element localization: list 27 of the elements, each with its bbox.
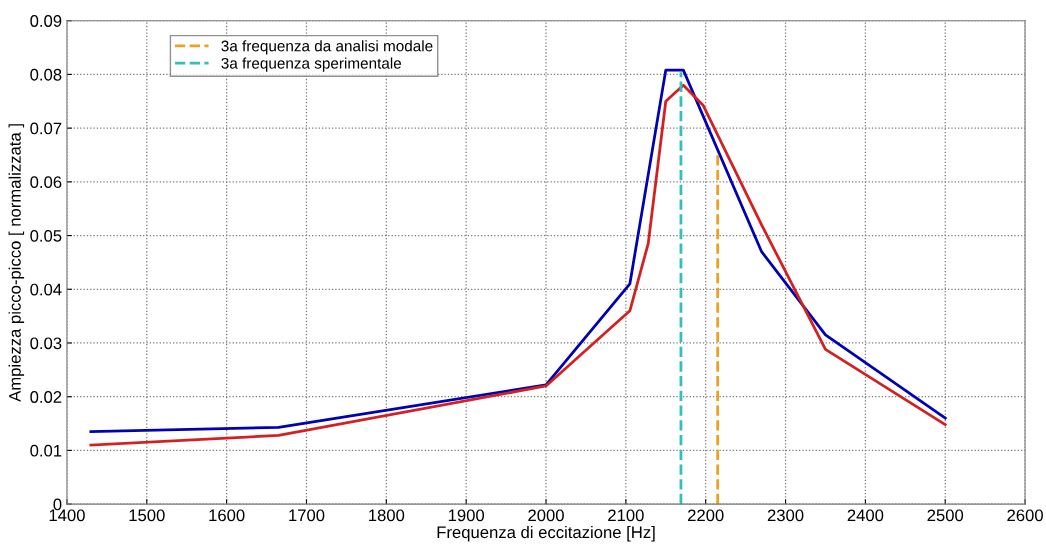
legend-label: 3a frequenza da analisi modale (221, 40, 433, 55)
x-tick-label: 1800 (369, 509, 405, 522)
y-tick-label: 0.06 (30, 176, 62, 189)
y-tick-label: 0.07 (30, 122, 62, 135)
x-tick-label: 1400 (49, 509, 85, 522)
y-tick-label: 0 (53, 498, 62, 511)
legend-label: 3a frequenza sperimentale (221, 57, 402, 72)
x-tick-label: 2400 (847, 509, 884, 522)
x-tick-label: 1500 (129, 509, 165, 522)
y-tick-label: 0.05 (30, 229, 62, 242)
x-tick-label: 2600 (1007, 509, 1043, 522)
y-tick-label: 0.04 (30, 283, 62, 296)
y-tick-label: 0.09 (30, 15, 62, 27)
x-axis-title: Frequenza di eccitazione [Hz] (437, 525, 655, 542)
x-tick-label: 1700 (289, 509, 325, 522)
y-tick-label: 0.08 (30, 68, 62, 81)
y-tick-label: 0.02 (30, 391, 62, 403)
y-tick-label: 0.01 (30, 444, 62, 457)
x-tick-label: 2000 (528, 509, 564, 522)
x-tick-label: 1600 (209, 509, 245, 522)
x-tick-label: 1900 (448, 509, 485, 522)
x-tick-label: 2300 (767, 509, 804, 522)
x-tick-label: 2500 (927, 509, 964, 522)
y-axis-title: Ampiezza picco-picco [ normalizzata ] (8, 124, 25, 402)
y-tick-label: 0.03 (30, 337, 62, 350)
x-tick-label: 2200 (688, 509, 724, 522)
x-tick-label: 2100 (608, 509, 644, 522)
